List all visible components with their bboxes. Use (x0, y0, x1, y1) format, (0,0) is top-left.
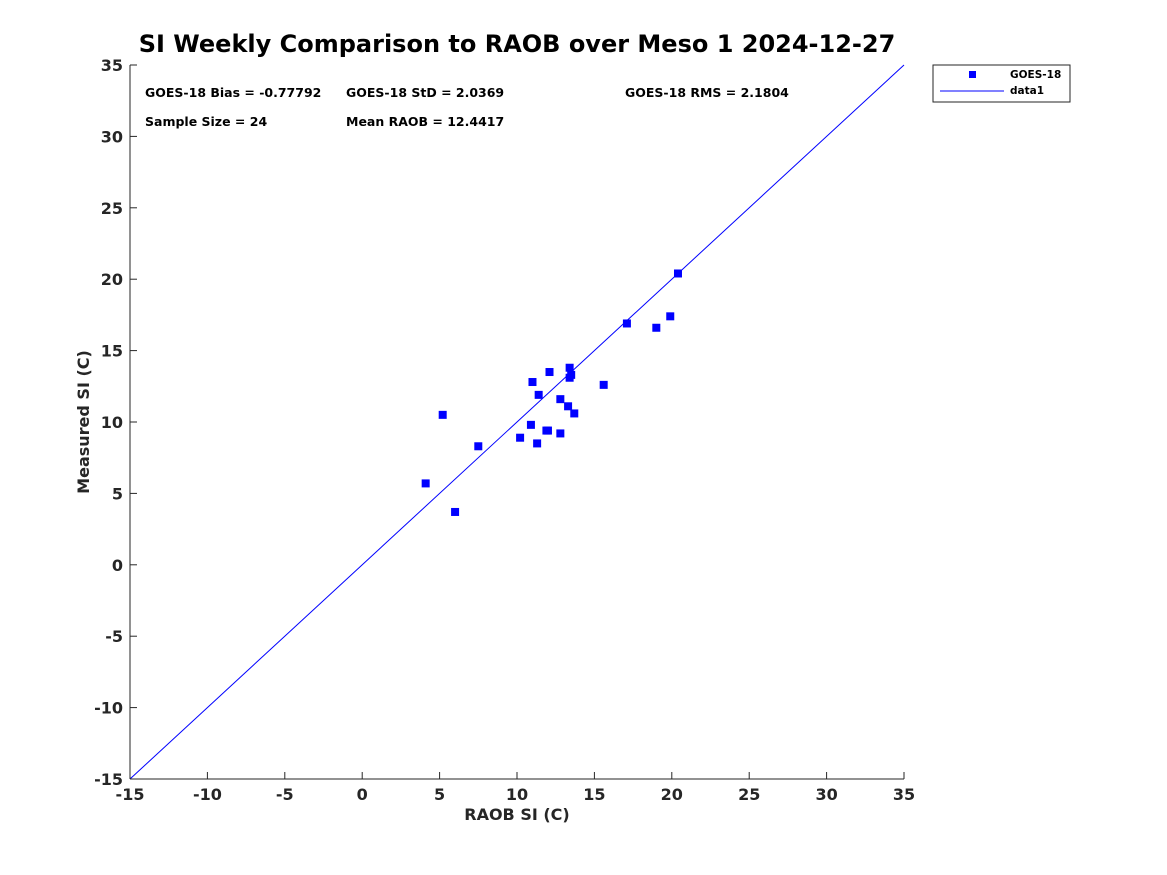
legend: GOES-18 data1 (932, 64, 1071, 103)
points-layer (421, 269, 682, 516)
chart-title: SI Weekly Comparison to RAOB over Meso 1… (139, 30, 896, 58)
x-tick-label: 25 (738, 785, 760, 804)
data-point (526, 420, 535, 429)
y-tick-label: 5 (112, 484, 123, 503)
y-tick-label: -15 (94, 770, 123, 789)
data-point (556, 395, 565, 404)
y-tick-label: 35 (101, 56, 123, 75)
data-point (599, 380, 608, 389)
legend-label-data1: data1 (1010, 85, 1044, 97)
data-point (543, 426, 552, 435)
data-point (545, 368, 554, 377)
x-tick-label: 0 (357, 785, 368, 804)
y-tick-label: 25 (101, 199, 123, 218)
y-tick-label: -10 (94, 699, 123, 718)
stat-rms: GOES-18 RMS = 2.1804 (625, 85, 789, 100)
y-tick-label: 20 (101, 270, 123, 289)
x-axis-ticks: -15 -10 -5 0 5 10 15 20 25 30 35 (116, 772, 915, 804)
data-point (652, 323, 661, 332)
stat-mean-raob: Mean RAOB = 12.4417 (346, 114, 504, 129)
data-point (570, 409, 579, 418)
data-point (533, 439, 542, 448)
x-tick-label: 10 (506, 785, 528, 804)
data-point (622, 319, 631, 328)
stat-std: GOES-18 StD = 2.0369 (346, 85, 504, 100)
x-axis-label: RAOB SI (C) (464, 805, 569, 824)
series-line-data1 (129, 64, 905, 780)
x-tick-label: 15 (583, 785, 605, 804)
y-axis-label: Measured SI (C) (74, 350, 93, 494)
stats-annotations: GOES-18 Bias = -0.77792 GOES-18 StD = 2.… (145, 85, 789, 129)
identity-line-layer (129, 64, 905, 780)
data-point (421, 479, 430, 488)
y-tick-label: -5 (105, 627, 123, 646)
data-point (516, 433, 525, 442)
y-axis-ticks: -15 -10 -5 0 5 10 15 20 25 30 35 (94, 56, 137, 789)
legend-label-goes18: GOES-18 (1010, 69, 1061, 81)
y-tick-label: 15 (101, 342, 123, 361)
legend-box (932, 64, 1071, 103)
data-point (564, 402, 573, 411)
stat-sample-size: Sample Size = 24 (145, 114, 267, 129)
x-tick-label: 35 (893, 785, 915, 804)
data-point (565, 363, 574, 372)
x-tick-label: -10 (193, 785, 222, 804)
data-point (534, 390, 543, 399)
data-point (528, 378, 537, 387)
x-tick-label: -5 (276, 785, 294, 804)
data-point (451, 507, 460, 516)
data-point (673, 269, 682, 278)
y-tick-label: 10 (101, 413, 123, 432)
plot-area (129, 64, 905, 780)
x-tick-label: 5 (434, 785, 445, 804)
data-point (556, 429, 565, 438)
y-tick-label: 30 (101, 127, 123, 146)
x-tick-label: -15 (116, 785, 145, 804)
legend-marker-goes18 (969, 71, 976, 78)
x-tick-label: 30 (815, 785, 837, 804)
data-point (474, 442, 483, 451)
y-tick-label: 0 (112, 556, 123, 575)
data-point (567, 370, 576, 379)
data-point (438, 410, 447, 419)
stat-bias: GOES-18 Bias = -0.77792 (145, 85, 321, 100)
data-point (666, 312, 675, 321)
x-tick-label: 20 (661, 785, 683, 804)
